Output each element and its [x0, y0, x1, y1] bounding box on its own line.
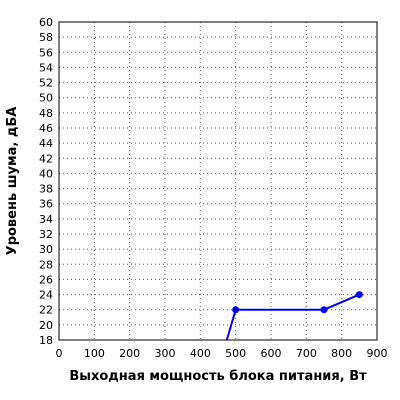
y-tick-label: 38	[39, 183, 53, 196]
plot-frame	[58, 21, 378, 341]
x-tick-label: 200	[119, 347, 140, 360]
y-tick-label: 36	[39, 198, 53, 211]
y-tick-label: 60	[39, 16, 53, 29]
y-axis-ticks: 18 20 22 24 26 28 30 32 34 36 38 40 42 44 46 48 50 52 54 56…	[39, 16, 53, 347]
data-point	[355, 291, 363, 299]
y-tick-label: 58	[39, 31, 53, 44]
y-tick-label: 24	[39, 289, 53, 302]
y-tick-label: 28	[39, 258, 53, 271]
y-tick-label: 48	[39, 107, 53, 120]
y-tick-label: 40	[39, 167, 53, 180]
series-line	[225, 293, 360, 341]
grid	[58, 21, 378, 341]
y-tick-label: 30	[39, 243, 53, 256]
y-tick-label: 52	[39, 77, 53, 90]
x-tick-label: 400	[190, 347, 211, 360]
x-tick-label: 800	[331, 347, 352, 360]
x-tick-label: 300	[155, 347, 176, 360]
y-tick-label: 18	[39, 334, 53, 347]
x-tick-label: 700	[296, 347, 317, 360]
y-tick-label: 44	[39, 137, 53, 150]
x-tick-label: 0	[56, 347, 63, 360]
x-tick-label: 100	[84, 347, 105, 360]
x-axis-ticks: 0 100 200 300 400 500 600 700 800 900	[56, 347, 388, 360]
plot-background	[59, 22, 377, 340]
data-point	[232, 306, 240, 314]
y-tick-label: 42	[39, 152, 53, 165]
y-tick-label: 32	[39, 228, 53, 241]
x-tick-label: 600	[261, 347, 282, 360]
series-layer	[225, 291, 363, 341]
y-axis-label: Уровень шума, дБА	[5, 107, 20, 256]
y-tick-label: 50	[39, 92, 53, 105]
y-tick-label: 20	[39, 319, 53, 332]
y-tick-label: 34	[39, 213, 53, 226]
y-tick-label: 56	[39, 46, 53, 59]
y-tick-label: 22	[39, 304, 53, 317]
data-point	[320, 306, 328, 314]
x-tick-label: 900	[367, 347, 388, 360]
y-tick-label: 46	[39, 122, 53, 135]
x-tick-label: 500	[225, 347, 246, 360]
y-tick-label: 26	[39, 273, 53, 286]
x-axis-label: Выходная мощность блока питания, Вт	[69, 369, 367, 384]
y-tick-label: 54	[39, 61, 53, 74]
